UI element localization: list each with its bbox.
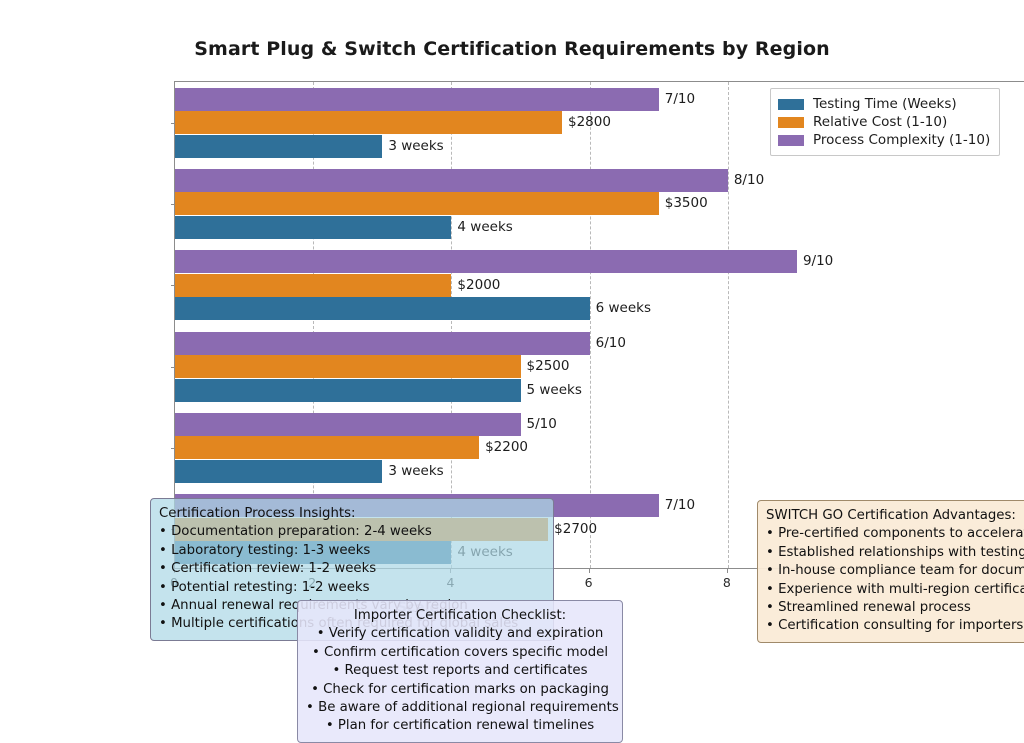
bar-relative-cost [175,436,480,460]
plot-area: 7/10 $2800 3 weeks 8/10 $3500 4 weeks 9/10 $200… [171,81,1024,569]
bar-value-label: $2200 [485,439,529,456]
bar-value-label: 3 weeks [388,462,444,479]
annotation-switch-go-advantages: SWITCH GO Certification Advantages: • Pr… [757,500,1024,643]
bar-value-label: $2500 [526,358,570,375]
legend-swatch-icon [778,98,804,110]
bar-process-complexity [175,250,797,274]
bar-relative-cost [175,192,659,216]
gridline [313,82,315,568]
gridline [727,82,730,568]
y-axis-tick [171,122,175,124]
legend-item[interactable]: Testing Time (Weeks) [778,95,990,113]
bar-process-complexity [175,331,590,355]
bar-value-label: $2800 [567,114,611,131]
bar-testing-time-weeks [175,297,590,321]
bar-value-label: 6/10 [595,334,626,351]
chart-legend: Testing Time (Weeks) Relative Cost (1-10)… [770,88,1001,156]
chart-title: Smart Plug & Switch Certification Requir… [194,38,830,60]
bar-value-label: 6 weeks [595,300,652,317]
bar-relative-cost [175,355,521,379]
bar-value-label: 5/10 [526,415,557,432]
bar-testing-time-weeks [175,459,383,483]
bar-value-label: 3 weeks [388,137,444,154]
bar-group: 6/10 $2500 5 weeks [175,326,1024,407]
legend-label: Relative Cost (1-10) [813,114,948,130]
y-axis-tick [171,285,175,287]
bar-group: 9/10 $2000 6 weeks [175,245,1024,326]
y-axis-tick [171,204,175,205]
bar-value-label: 5 weeks [526,381,582,398]
bar-group: 7/10 $2800 3 weeks [175,82,1024,163]
x-axis-tick [588,569,590,573]
legend-label: Testing Time (Weeks) [813,96,957,112]
legend-item[interactable]: Process Complexity (1-10) [778,131,990,149]
gridline [451,82,453,568]
bar-process-complexity [175,87,659,111]
legend-label: Process Complexity (1-10) [813,132,991,148]
bar-value-label: 4 weeks [457,218,513,235]
bar-value-label: 8/10 [733,171,765,188]
bar-relative-cost [175,111,562,135]
bar-value-label: 7/10 [664,497,696,514]
bar-testing-time-weeks [175,378,521,402]
bar-value-label: 9/10 [802,253,834,270]
gridline [589,82,592,568]
y-axis-tick [171,448,175,449]
x-axis-tick-label: 6 [584,575,593,590]
x-axis-tick-label: 8 [722,575,731,590]
bar-group: 8/10 $3500 4 weeks [175,163,1024,244]
legend-swatch-icon [778,134,804,146]
bar-value-label: $2000 [457,276,501,293]
x-axis-tick [726,569,728,573]
annotation-importer-certification-checklist: Importer Certification Checklist: • Veri… [297,600,623,743]
bar-process-complexity [175,168,728,192]
y-axis-tick [171,366,175,368]
bar-testing-time-weeks [175,134,383,158]
legend-item[interactable]: Relative Cost (1-10) [778,113,990,131]
bar-relative-cost [175,273,452,297]
bar-testing-time-weeks [175,215,452,239]
bar-value-label: $2700 [554,520,598,537]
legend-swatch-icon [778,116,804,128]
bar-process-complexity [175,412,521,436]
bar-value-label: $3500 [664,195,708,212]
bar-value-label: 7/10 [664,90,696,107]
bar-group: 5/10 $2200 3 weeks [175,407,1024,488]
